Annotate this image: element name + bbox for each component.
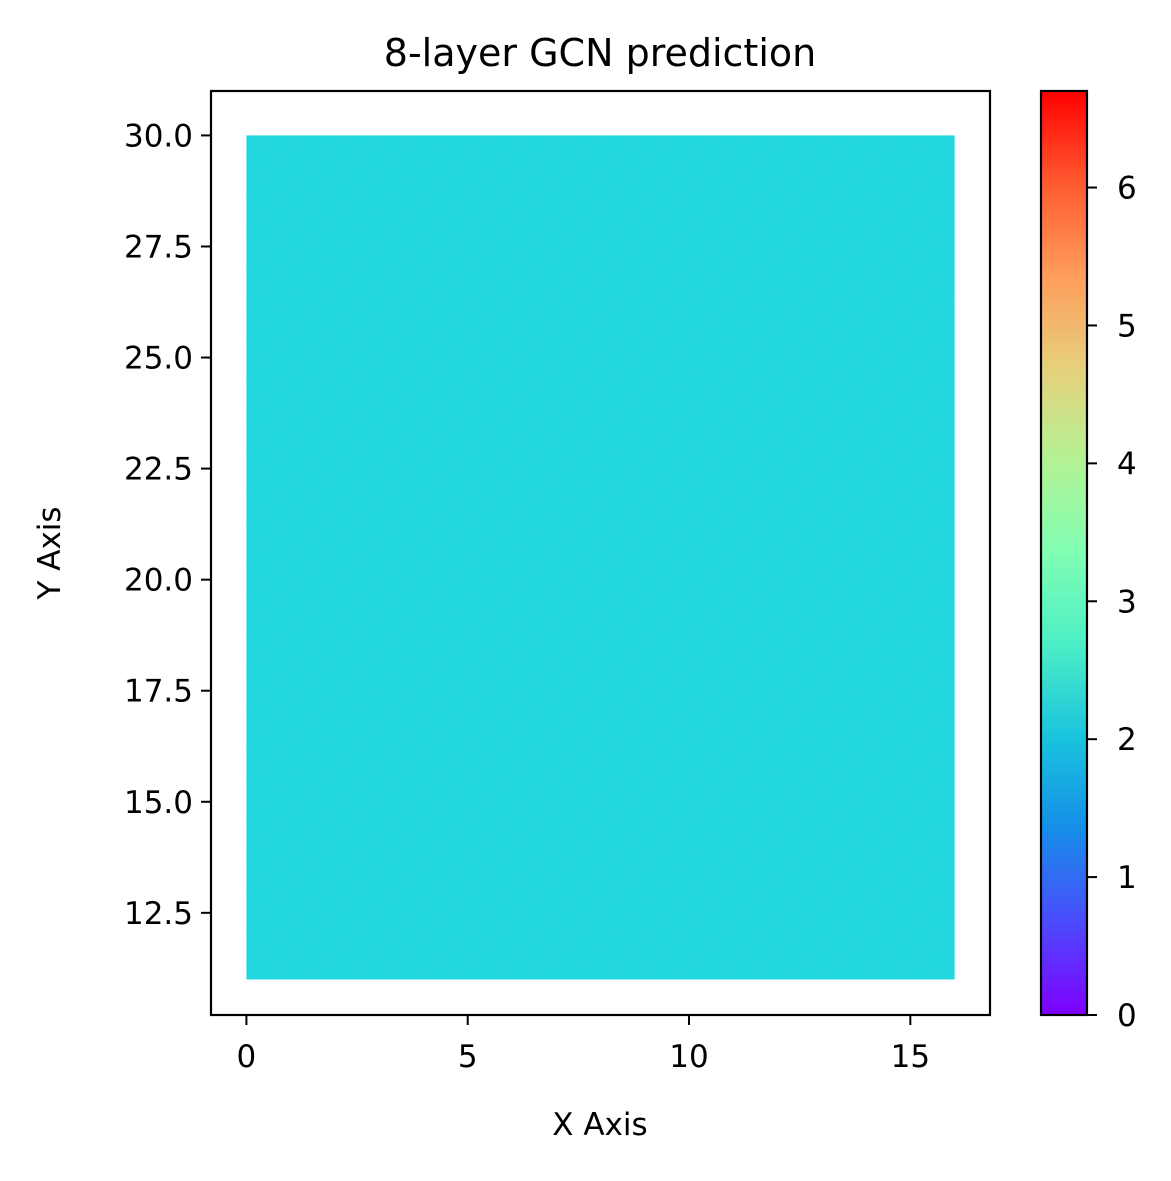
y-axis-ticks: 12.5 15.0 17.5 20.0 22.5 25.0 27.5 30.0	[124, 118, 211, 932]
y-tick-label: 22.5	[124, 452, 193, 488]
y-tick-label: 17.5	[124, 674, 193, 710]
x-tick-label: 5	[458, 1039, 478, 1075]
x-tick-label: 10	[669, 1039, 708, 1075]
colorbar-tick-label: 0	[1117, 998, 1137, 1034]
colorbar-tick-label: 4	[1117, 446, 1137, 482]
y-tick-label: 15.0	[124, 785, 193, 821]
chart-title: 8-layer GCN prediction	[384, 31, 816, 75]
x-axis-label: X Axis	[552, 1107, 647, 1143]
prediction-field-hatch	[246, 135, 955, 980]
y-tick-label: 12.5	[124, 896, 193, 932]
y-tick-label: 30.0	[124, 118, 193, 154]
x-tick-label: 15	[891, 1039, 930, 1075]
y-tick-label: 25.0	[124, 341, 193, 377]
y-tick-label: 27.5	[124, 229, 193, 265]
y-axis-label: Y Axis	[32, 506, 68, 600]
colorbar-tick-label: 2	[1117, 722, 1137, 758]
x-axis-ticks: 0 5 10 15	[237, 1015, 930, 1075]
colorbar-gradient	[1039, 89, 1089, 1017]
plot-area	[209, 89, 992, 1017]
colorbar-tick-label: 3	[1117, 584, 1137, 620]
colorbar-tick-label: 5	[1117, 308, 1137, 344]
x-tick-label: 0	[237, 1039, 257, 1075]
axes-frame	[209, 89, 992, 1017]
colorbar: 0 1 2 3 4 5 6	[1039, 89, 1137, 1034]
colorbar-ticks: 0 1 2 3 4 5 6	[1087, 171, 1137, 1034]
colorbar-tick-label: 6	[1117, 171, 1137, 207]
colorbar-tick-label: 1	[1117, 860, 1137, 896]
y-tick-label: 20.0	[124, 563, 193, 599]
